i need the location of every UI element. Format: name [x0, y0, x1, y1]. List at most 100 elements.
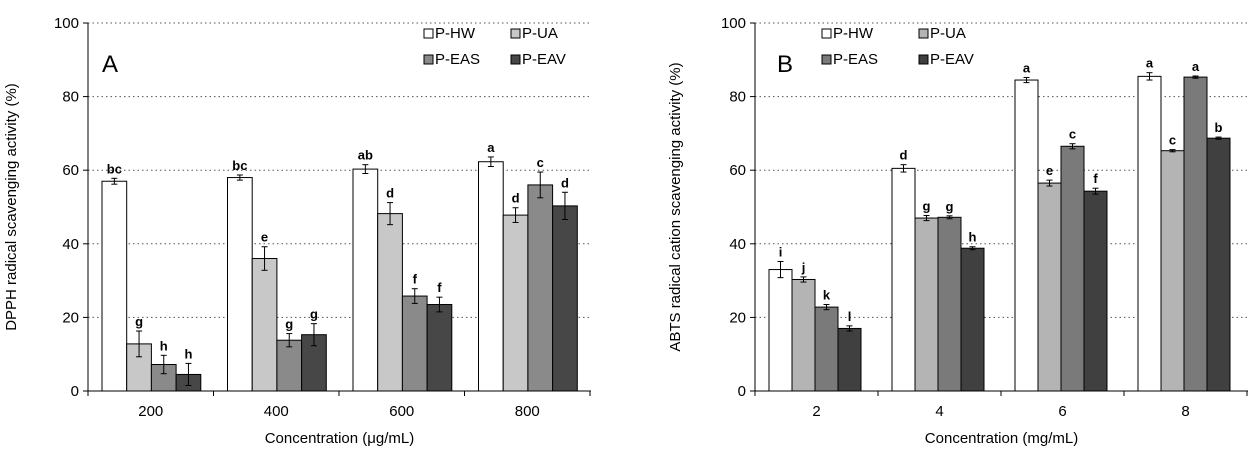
- x-axis-title: Concentration (mg/mL): [925, 430, 1078, 447]
- bar-p-eas-6: [1060, 145, 1085, 392]
- x-tick-label: 200: [138, 403, 163, 420]
- panel-label: A: [102, 51, 118, 78]
- significance-letter: e: [261, 230, 268, 245]
- bar-p-ua-400: [251, 258, 278, 392]
- significance-letter: d: [386, 186, 394, 201]
- legend-label: P-EAS: [435, 51, 480, 68]
- bar-p-eas-8: [1183, 76, 1208, 392]
- y-tick-label: 100: [54, 15, 79, 32]
- y-tick-label: 100: [721, 15, 746, 32]
- bar-p-hw-800: [478, 161, 504, 392]
- significance-letter: h: [160, 338, 168, 353]
- bar-p-ua-600: [377, 213, 403, 392]
- significance-letter: k: [823, 288, 831, 303]
- legend-swatch: [423, 54, 434, 65]
- y-axis-title: DPPH radical scavenging activity (%): [3, 83, 20, 331]
- legend-swatch: [918, 54, 929, 65]
- bar-p-eav-800: [552, 205, 578, 392]
- x-tick-label: 8: [1181, 403, 1189, 420]
- bar-p-eav-600: [426, 304, 453, 392]
- significance-letter: g: [946, 199, 954, 214]
- y-tick-label: 0: [738, 383, 746, 400]
- legend-label: P-EAV: [522, 51, 566, 68]
- panel-b-abts-chart: 0 20 40 60 80 100 i j k l 2 d g g h 4 a e c f 6 a c a b 8 B P-HW P-U…: [667, 15, 1248, 447]
- legend-label: P-HW: [833, 25, 874, 42]
- significance-letter: a: [1023, 60, 1031, 75]
- legend-swatch: [821, 28, 832, 39]
- bar-p-eav-2: [837, 327, 862, 392]
- panel-label: B: [777, 51, 793, 78]
- significance-letter: f: [1093, 171, 1098, 186]
- significance-letter: d: [561, 175, 569, 190]
- bar-p-eav-8: [1206, 137, 1231, 392]
- significance-letter: f: [437, 280, 442, 295]
- bar-p-hw-600: [352, 168, 379, 392]
- bar-p-hw-400: [227, 177, 253, 392]
- significance-letter: c: [1169, 133, 1176, 148]
- bar-p-eas-4: [937, 216, 962, 392]
- legend-swatch: [918, 28, 929, 39]
- significance-letter: g: [923, 198, 931, 213]
- significance-letter: a: [1146, 56, 1154, 71]
- bar-p-hw-6: [1014, 79, 1039, 392]
- significance-letter: bc: [232, 158, 247, 173]
- bar-p-ua-4: [914, 217, 939, 392]
- legend-swatch: [510, 28, 521, 39]
- significance-letter: f: [413, 272, 418, 287]
- legend-swatch: [510, 54, 521, 65]
- y-tick-label: 40: [62, 236, 79, 253]
- y-axis-title: ABTS radical cation scavenging activity …: [667, 62, 684, 351]
- y-tick-label: 60: [62, 162, 79, 179]
- significance-letter: bc: [107, 161, 122, 176]
- significance-letter: c: [1069, 127, 1076, 142]
- legend-label: P-EAV: [930, 51, 974, 68]
- x-tick-label: 2: [812, 403, 820, 420]
- bar-p-ua-6: [1037, 182, 1062, 392]
- y-tick-label: 80: [62, 89, 79, 106]
- bar-p-hw-2: [768, 269, 793, 392]
- x-tick-label: 6: [1058, 403, 1066, 420]
- significance-letter: b: [1215, 120, 1223, 135]
- x-tick-label: 600: [389, 403, 414, 420]
- y-tick-label: 0: [71, 383, 79, 400]
- bar-p-eas-400: [276, 339, 303, 392]
- significance-letter: c: [537, 155, 544, 170]
- y-tick-label: 40: [729, 236, 746, 253]
- legend-label: P-UA: [930, 25, 966, 42]
- legend-label: P-EAS: [833, 51, 878, 68]
- legend-swatch: [423, 28, 434, 39]
- bar-p-hw-4: [891, 167, 916, 392]
- significance-letter: ab: [358, 148, 373, 163]
- significance-letter: g: [310, 307, 318, 322]
- bar-p-ua-800: [502, 214, 529, 392]
- legend-swatch: [821, 54, 832, 65]
- y-tick-label: 20: [62, 309, 79, 326]
- x-axis-title: Concentration (μg/mL): [265, 430, 415, 447]
- legend-label: P-UA: [522, 25, 558, 42]
- significance-letter: e: [1046, 163, 1053, 178]
- bar-p-eas-800: [527, 184, 554, 392]
- significance-letter: h: [184, 346, 192, 361]
- panel-a-dpph-chart: 0 20 40 60 80 100 bc g h h 200 bc e g g 400 ab d f f 600 a d c d…: [3, 15, 591, 447]
- y-tick-label: 80: [729, 89, 746, 106]
- bar-p-ua-8: [1160, 150, 1185, 392]
- legend-label: P-HW: [435, 25, 476, 42]
- bar-p-eav-4: [960, 247, 985, 392]
- significance-letter: g: [135, 314, 143, 329]
- significance-letter: a: [1192, 59, 1200, 74]
- significance-letter: j: [801, 260, 806, 275]
- significance-letter: g: [285, 317, 293, 332]
- bar-p-hw-200: [101, 180, 128, 392]
- significance-letter: d: [512, 191, 520, 206]
- bar-p-eas-2: [814, 306, 839, 392]
- bar-p-hw-8: [1137, 75, 1162, 392]
- bar-p-eas-600: [401, 295, 428, 392]
- y-tick-label: 20: [729, 309, 746, 326]
- significance-letter: l: [848, 309, 852, 324]
- significance-letter: d: [900, 148, 908, 163]
- x-tick-label: 4: [935, 403, 943, 420]
- y-tick-label: 60: [729, 162, 746, 179]
- significance-letter: a: [487, 140, 495, 155]
- significance-letter: i: [779, 244, 783, 259]
